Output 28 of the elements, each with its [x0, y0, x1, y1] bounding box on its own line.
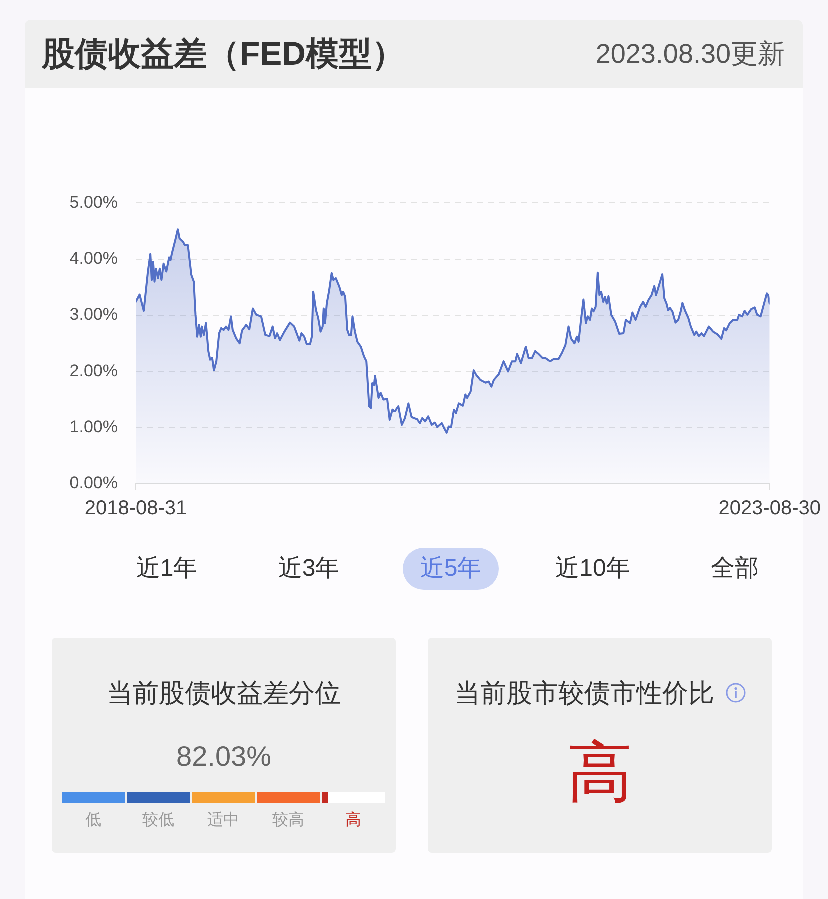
text: 当前股市较债市性价比: [454, 677, 714, 710]
category-label: 全部: [711, 554, 759, 584]
x-tick-label: 2023-08-30: [718, 498, 822, 520]
period-tab[interactable]: 近10年: [545, 548, 641, 590]
chart-subtitle: 2023.08.30更新: [596, 38, 785, 71]
y-tick-label: 3.00%: [70, 305, 118, 324]
y-tick-label: 5.00%: [70, 192, 118, 212]
category-label: 近5年: [420, 554, 482, 584]
period-tab[interactable]: 全部: [687, 548, 783, 590]
text: 低: [84, 811, 102, 831]
category-label: 近10年: [556, 554, 630, 584]
period-tab[interactable]: 近3年: [261, 548, 357, 590]
text: 较低: [142, 811, 176, 831]
period-tab[interactable]: 近1年: [119, 548, 215, 590]
y-tick-label: 4.00%: [70, 249, 118, 268]
x-tick-label: 2018-08-31: [84, 498, 188, 520]
text: 较高: [272, 810, 306, 831]
text: 高: [566, 734, 634, 811]
y-tick-label: 1.00%: [70, 418, 118, 437]
text: 高: [344, 810, 362, 831]
y-tick-label: 0.00%: [70, 474, 118, 493]
text: 当前股债收益差分位: [106, 677, 342, 710]
chart-title: 股债收益差（FED模型）: [42, 34, 405, 74]
category-label: 近1年: [136, 554, 198, 584]
category-label: 近3年: [278, 554, 340, 584]
text: 适中: [206, 810, 240, 831]
y-tick-label: 2.00%: [70, 361, 118, 380]
data-label: 82.03%: [176, 740, 272, 774]
